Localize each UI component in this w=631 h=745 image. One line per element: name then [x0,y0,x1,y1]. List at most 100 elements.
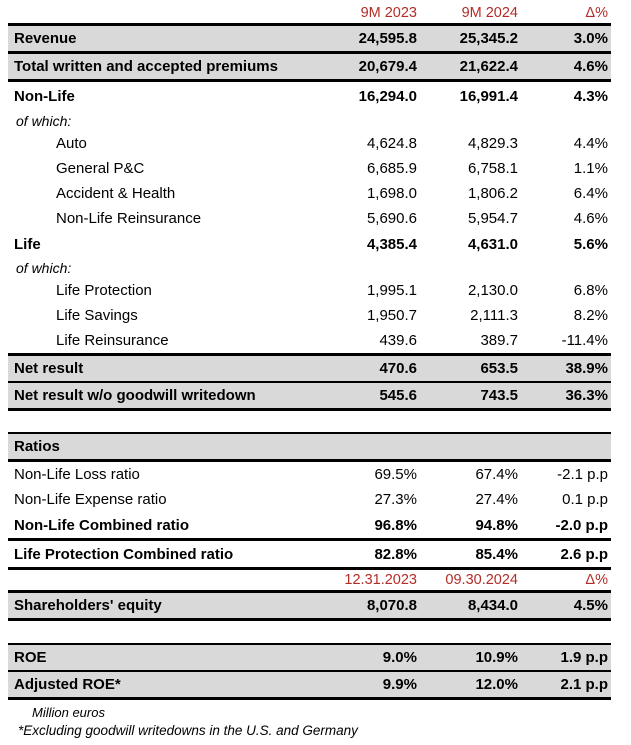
table-row: Life Protection Combined ratio 82.8% 85.4%… [8,541,611,570]
table-row: Life 4,385.4 4,631.0 5.6% [8,231,611,257]
value-period-2: 5,954.7 [467,210,518,227]
financial-results-table: 9M 2023 9M 2024 Δ% Revenue 24,595.8 25,345.2 3… [8,3,611,700]
table-row: Non-Life Combined ratio 96.8% 94.8% -2.0 p.… [8,512,611,541]
table-row: Life Protection 1,995.1 2,130.0 6.8% [8,278,611,303]
row-label: Auto [56,135,87,152]
value-delta: 0.1 p.p [562,491,608,508]
table-row: General P&C 6,685.9 6,758.1 1.1% [8,156,611,181]
value-period-2: 16,991.4 [459,87,518,105]
table-row: Adjusted ROE* 9.9% 12.0% 2.1 p.p [8,672,611,700]
value-delta: 4.3% [573,87,608,105]
value-period-1: 9.0% [382,649,417,666]
column-header: 12.31.2023 [344,571,417,588]
value-period-1: 8,070.8 [366,597,417,614]
value-period-1: 9.9% [382,676,417,693]
value-period-1: 4,624.8 [366,135,417,152]
value-delta: 36.3% [565,387,608,404]
value-period-2: 743.5 [480,387,518,404]
table-row: Life Savings 1,950.7 2,111.3 8.2% [8,303,611,328]
value-period-1: 1,698.0 [366,185,417,202]
value-period-2: 8,434.0 [467,597,518,614]
value-period-1: 69.5% [374,466,417,483]
row-label: Accident & Health [56,185,176,202]
table-row: Non-Life Expense ratio 27.3% 27.4% 0.1 p.p [8,487,611,512]
value-period-2: 12.0% [475,676,518,693]
column-header: 9M 2023 [360,4,417,21]
column-header: Δ% [585,571,608,588]
row-label: Revenue [14,30,77,47]
table-row: Non-Life 16,294.0 16,991.4 4.3% [8,82,611,110]
value-delta: 6.8% [573,282,608,299]
value-period-2: 10.9% [475,649,518,666]
value-period-1: 4,385.4 [366,235,417,253]
spacer-row [8,411,611,432]
table-row: Accident & Health 1,698.0 1,806.2 6.4% [8,181,611,206]
value-period-2: 6,758.1 [467,160,518,177]
value-period-1: 24,595.8 [358,30,417,47]
goodwill-footnote: *Excluding goodwill writedowns in the U.… [18,723,358,739]
value-period-1: 1,995.1 [366,282,417,299]
value-delta: 4.6% [573,210,608,227]
value-delta: 38.9% [565,360,608,377]
value-period-1: 1,950.7 [366,307,417,324]
value-delta: 3.0% [573,30,608,47]
row-label: Life Savings [56,307,138,324]
row-label: Net result w/o goodwill writedown [14,387,256,404]
value-period-1: 5,690.6 [366,210,417,227]
row-label: Non-Life Combined ratio [14,516,189,534]
value-period-1: 545.6 [379,387,417,404]
value-period-1: 439.6 [379,332,417,349]
row-label: Non-Life Expense ratio [14,491,167,508]
row-label: Life Reinsurance [56,332,169,349]
table-row: of which: [8,257,611,278]
row-label: Ratios [14,438,60,455]
value-period-2: 389.7 [480,332,518,349]
value-delta: 1.9 p.p [560,649,608,666]
value-period-2: 4,829.3 [467,135,518,152]
value-period-2: 1,806.2 [467,185,518,202]
value-delta: -2.0 p.p [555,516,608,534]
value-delta: 6.4% [573,185,608,202]
row-label: Life [14,235,41,253]
row-label: of which: [16,112,72,129]
value-period-1: 96.8% [374,516,417,534]
row-label: General P&C [56,160,145,177]
value-delta: -11.4% [561,332,608,349]
value-delta: 4.5% [573,597,608,614]
table-row: Total written and accepted premiums 20,67… [8,54,611,82]
value-period-2: 94.8% [475,516,518,534]
value-period-2: 2,111.3 [470,307,518,324]
value-period-1: 27.3% [374,491,417,508]
table-row: Non-Life Loss ratio 69.5% 67.4% -2.1 p.p [8,462,611,487]
value-delta: 5.6% [573,235,608,253]
value-delta: 2.6 p.p [560,545,608,563]
column-header: Δ% [585,4,608,21]
value-period-1: 82.8% [374,545,417,563]
row-label: Total written and accepted premiums [14,58,278,75]
row-label: Non-Life [14,87,75,105]
row-label: ROE [14,649,47,666]
units-footnote: Million euros [32,705,105,720]
value-period-1: 20,679.4 [358,58,417,75]
row-label: Life Protection Combined ratio [14,545,234,563]
table-row: Non-Life Reinsurance 5,690.6 5,954.7 4.6% [8,206,611,231]
value-delta: 4.6% [573,58,608,75]
value-delta: 2.1 p.p [560,676,608,693]
value-period-2: 2,130.0 [467,282,518,299]
row-label: Non-Life Loss ratio [14,466,140,483]
column-header-row: 9M 2023 9M 2024 Δ% [8,3,611,26]
value-period-2: 25,345.2 [459,30,518,47]
table-row: Auto 4,624.8 4,829.3 4.4% [8,131,611,156]
value-delta: 4.4% [573,135,608,152]
row-label: of which: [16,259,72,276]
value-period-1: 470.6 [379,360,417,377]
value-period-1: 16,294.0 [358,87,417,105]
value-period-2: 67.4% [475,466,518,483]
column-header: 9M 2024 [461,4,518,21]
column-header: 09.30.2024 [445,571,518,588]
row-label: Adjusted ROE* [14,676,121,693]
value-period-2: 85.4% [475,545,518,563]
table-row: Ratios [8,432,611,462]
table-row: of which: [8,110,611,131]
table-row: Revenue 24,595.8 25,345.2 3.0% [8,26,611,54]
